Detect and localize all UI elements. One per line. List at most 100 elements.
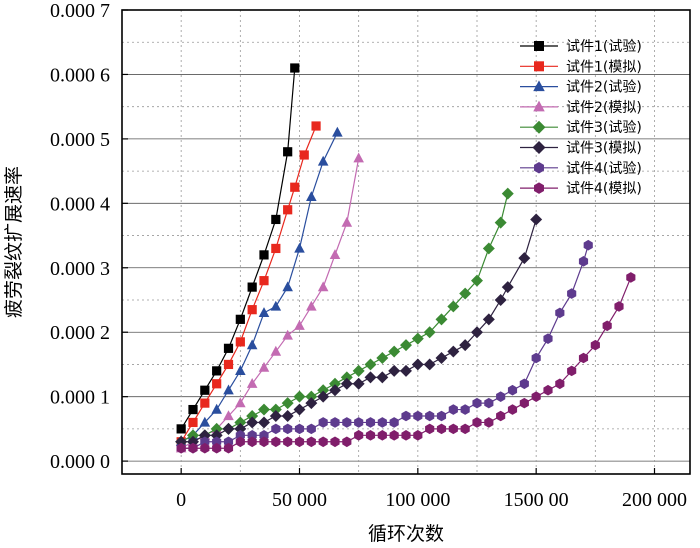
y-tick-label: 0.000 0 xyxy=(50,451,110,473)
data-point xyxy=(271,243,281,254)
data-point xyxy=(283,423,293,435)
data-point xyxy=(496,410,506,422)
data-point xyxy=(212,442,222,454)
legend-marker xyxy=(534,61,544,72)
data-point xyxy=(340,377,353,390)
data-point xyxy=(365,430,376,441)
data-point xyxy=(246,416,259,429)
y-tick-label: 0.000 7 xyxy=(50,0,110,22)
data-point xyxy=(234,416,247,429)
data-point xyxy=(259,276,269,286)
data-point xyxy=(448,404,458,415)
x-tick-label: 0 xyxy=(176,489,186,511)
data-point xyxy=(235,365,246,376)
data-point xyxy=(235,397,246,408)
data-point xyxy=(614,301,624,312)
data-point xyxy=(282,329,293,340)
data-point xyxy=(317,155,329,166)
data-point xyxy=(306,423,316,435)
data-point xyxy=(247,305,257,315)
data-point xyxy=(246,339,258,350)
legend-label: 试件2(试验) xyxy=(566,80,642,96)
series-8 xyxy=(176,272,636,454)
data-point xyxy=(281,410,294,422)
data-point xyxy=(305,390,318,403)
data-point xyxy=(271,214,281,225)
data-point xyxy=(294,320,305,330)
data-point xyxy=(423,326,436,339)
data-point xyxy=(329,249,341,260)
series-1 xyxy=(176,63,300,434)
data-point xyxy=(306,191,317,202)
data-point xyxy=(376,371,389,384)
legend-item: 试件4(试验) xyxy=(520,161,642,177)
data-point xyxy=(200,398,210,408)
legend-label: 试件4(试验) xyxy=(566,161,642,177)
y-tick-label: 0.000 6 xyxy=(50,64,110,86)
data-point xyxy=(352,377,365,390)
data-point xyxy=(377,417,387,428)
data-point xyxy=(423,358,436,371)
data-point xyxy=(234,422,247,435)
legend-item: 试件2(试验) xyxy=(520,80,642,96)
data-point xyxy=(435,352,448,364)
data-point xyxy=(494,216,507,229)
data-point xyxy=(283,436,293,448)
data-point xyxy=(342,436,352,448)
data-point xyxy=(188,417,198,428)
data-point xyxy=(223,343,234,353)
data-point xyxy=(299,150,309,160)
legend-item: 试件1(试验) xyxy=(520,39,642,55)
data-point xyxy=(602,320,612,332)
legend-item: 试件3(试验) xyxy=(520,120,642,136)
data-point xyxy=(567,365,577,377)
data-point xyxy=(411,332,424,345)
data-point xyxy=(188,404,198,415)
data-point xyxy=(531,352,541,364)
data-point xyxy=(400,364,412,377)
data-point xyxy=(317,281,329,292)
data-point xyxy=(496,391,506,402)
y-tick-label: 0.000 3 xyxy=(50,258,110,280)
data-point xyxy=(436,410,447,422)
data-point xyxy=(567,288,577,299)
data-point xyxy=(269,403,282,416)
data-point xyxy=(543,333,553,344)
data-point xyxy=(448,423,458,435)
data-point xyxy=(555,378,565,390)
data-point xyxy=(269,410,282,422)
data-point xyxy=(460,404,470,415)
data-point xyxy=(187,435,199,448)
axis-ticks: 0.000 0 0.000 1 0.000 2 0.000 3 0.000 4 0.000… xyxy=(50,0,687,511)
data-point xyxy=(507,384,518,396)
data-point xyxy=(389,417,399,428)
data-point xyxy=(413,430,423,441)
data-point xyxy=(484,417,494,428)
legend-marker xyxy=(532,120,546,134)
data-point xyxy=(484,397,494,409)
data-point xyxy=(258,361,270,372)
legend-marker xyxy=(533,100,545,112)
x-axis-title: 循环次数 xyxy=(368,523,444,545)
data-point xyxy=(223,359,234,370)
data-point xyxy=(401,430,411,441)
data-point xyxy=(311,121,321,131)
data-point xyxy=(518,252,531,265)
data-point xyxy=(590,339,600,351)
data-point xyxy=(317,390,330,403)
data-point xyxy=(447,300,460,313)
legend-item: 试件1(模拟) xyxy=(520,59,642,75)
y-axis-title: 疲劳裂纹扩展速率 xyxy=(3,166,25,318)
legend-label: 试件3(模拟) xyxy=(566,141,642,157)
y-tick-label: 0.000 1 xyxy=(50,387,110,409)
data-point xyxy=(364,371,377,384)
data-point xyxy=(223,384,234,395)
data-point xyxy=(507,404,518,415)
x-tick-label: 100 000 xyxy=(385,489,450,511)
data-point xyxy=(176,424,186,434)
x-tick-label: 200 000 xyxy=(622,489,687,511)
series-layer xyxy=(175,63,636,454)
data-point xyxy=(281,397,294,410)
data-point xyxy=(436,423,447,435)
legend-label: 试件1(试验) xyxy=(566,39,642,55)
